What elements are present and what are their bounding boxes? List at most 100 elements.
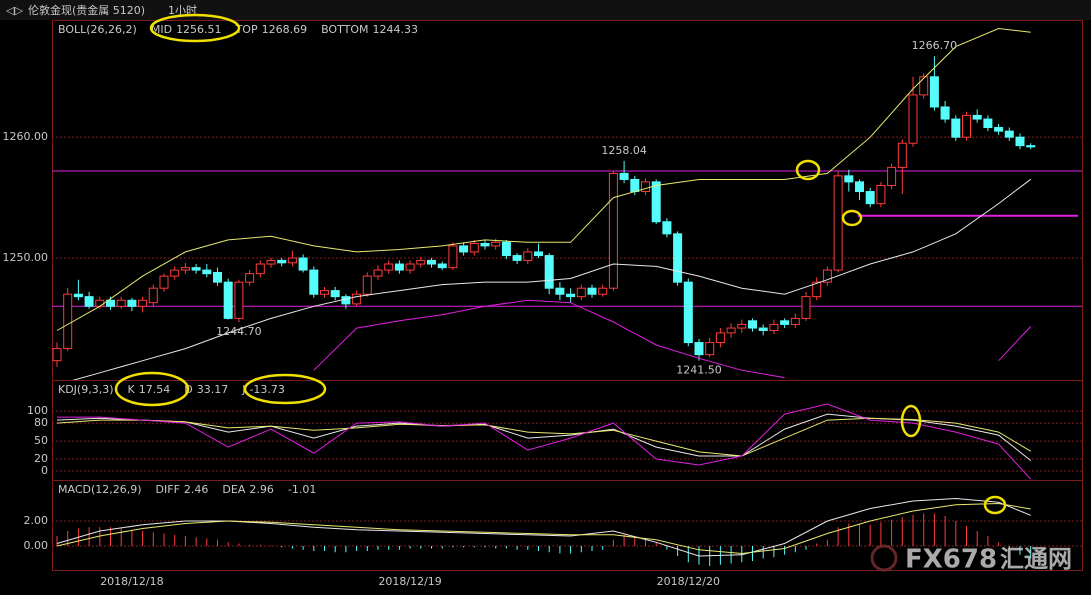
candle-body [512,255,522,261]
candle-body [309,269,319,295]
candle-body [255,263,265,275]
candle-body [705,342,715,356]
candle-body [822,269,832,283]
candle-body [694,342,704,356]
candle-body [662,221,672,235]
candle-body [180,267,190,271]
candle-body [748,320,757,329]
legend-value: 2.46 [184,483,209,496]
candle-body [469,242,479,253]
legend-name: TOP [235,23,258,36]
ellipse [243,373,327,405]
title-bar [0,0,1091,20]
candle-body [790,317,800,325]
y-tick-label: 50 [34,434,48,447]
candle-body [929,76,939,108]
candle-body [833,175,843,271]
candle-body [801,296,811,319]
ellipse [149,13,241,43]
y-tick-label: 0.00 [24,539,49,552]
candle-body [534,251,543,257]
candle-body [608,172,618,289]
candle-body [373,269,383,277]
panel [52,497,1082,566]
candle-body [673,233,683,283]
candle-body [491,241,501,247]
candle-body [1004,130,1014,138]
candle-body [459,245,469,253]
candle-body [95,299,105,307]
candle-body [865,191,875,205]
candle-body [1015,136,1025,147]
legend-name: BOTTOM [321,23,368,36]
candle-body [758,327,768,331]
candle-body [320,290,329,295]
panel-title: MACD(12,26,9) [58,483,142,496]
y-tick-label: 20 [34,452,48,465]
candle-body [427,259,436,265]
indicator-line [56,502,1031,555]
candle-body [897,142,907,168]
legend-value: -1.01 [288,483,316,496]
candle-body [52,348,62,362]
candle-body [448,245,458,269]
y-tick-label: 2.00 [24,514,49,527]
legend-name: DIFF [156,483,180,496]
candle-body [630,178,640,193]
candle-body [908,94,918,144]
x-tick-label: 2018/12/18 [100,575,163,588]
candle-body [480,242,490,247]
indicator-line [57,403,1032,480]
candle-body [641,181,650,193]
watermark: 汇通网 [1000,545,1072,573]
y-tick-label: 100 [27,404,48,417]
candle-body [737,323,747,329]
candle-body [951,118,961,138]
candle-body [598,287,608,295]
frame [52,20,1083,571]
y-tick-label: 80 [34,416,48,429]
candle-body [245,273,255,283]
candle-body [384,263,394,271]
indicator-line [56,417,1031,457]
candle-body [972,114,982,120]
period[interactable]: 1小时 [168,4,197,17]
panel [52,403,1082,480]
candle-body [523,251,533,261]
x-tick-label: 2018/12/19 [378,575,441,588]
legend-name: DEA [222,483,245,496]
extreme-label: 1241.50 [676,364,722,377]
panel-title: KDJ(9,3,3) [58,383,114,396]
candle-body [501,241,511,257]
candle-body [394,263,404,271]
candle-body [844,175,854,183]
candle-body [223,281,233,319]
panel-title: BOLL(26,26,2) [58,23,137,36]
candle-body [780,320,790,325]
candle-body [962,114,971,138]
highlight-ellipses [114,13,1007,515]
y-tick-label: 1250.00 [3,251,49,264]
candle-body [84,296,94,307]
ellipse [114,371,190,407]
legend-value: 1244.33 [372,23,418,36]
nav-icons[interactable]: ◁▷ [6,4,23,17]
candle-body [352,293,362,305]
candle-body [405,263,415,271]
candle-body [587,287,597,295]
candle-body [148,287,158,304]
candle-body [555,287,565,295]
candle-body [983,118,993,129]
candle-body [63,293,73,350]
candle-body [298,257,308,271]
extreme-label: 1266.70 [912,39,958,52]
legend-name: K [128,383,136,396]
panel [52,27,1082,380]
ellipse [841,209,863,227]
candle-body [726,327,736,334]
candle-body [170,269,180,277]
candle-body [437,263,447,269]
candle-body [73,293,83,298]
watermark: FX678 [905,545,997,575]
candle-body [159,275,169,289]
